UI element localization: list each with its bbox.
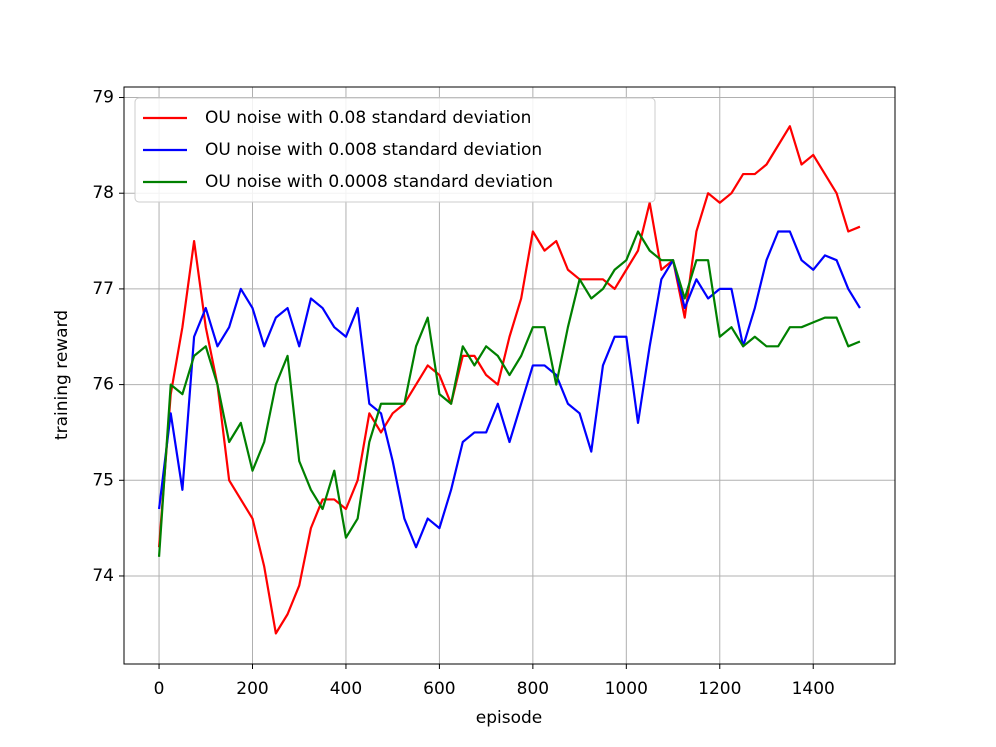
x-tick-label: 800 xyxy=(517,679,549,699)
x-tick-label: 1000 xyxy=(605,679,648,699)
data-line xyxy=(157,125,861,635)
x-tick-label: 600 xyxy=(423,679,455,699)
data-line xyxy=(157,230,861,557)
plot-frame xyxy=(123,86,896,665)
y-tick-label: 74 xyxy=(92,566,114,586)
plot-area xyxy=(157,125,861,635)
data-line xyxy=(157,230,861,549)
y-tick-label: 78 xyxy=(92,183,114,203)
legend-label: OU noise with 0.0008 standard deviation xyxy=(205,172,553,192)
x-tick-label: 1200 xyxy=(698,679,741,699)
y-tick-label: 79 xyxy=(92,88,114,108)
y-tick-label: 76 xyxy=(92,375,114,395)
legend-label: OU noise with 0.08 standard deviation xyxy=(205,108,531,128)
x-axis-label: episode xyxy=(476,708,542,728)
x-tick-label: 0 xyxy=(154,679,165,699)
x-tick-label: 1400 xyxy=(792,679,835,699)
x-tick-label: 400 xyxy=(330,679,362,699)
y-tick-label: 75 xyxy=(92,470,114,490)
x-tick-label: 200 xyxy=(236,679,268,699)
y-axis-label: training reward xyxy=(52,310,72,440)
legend-box xyxy=(134,97,656,203)
y-tick-label: 77 xyxy=(92,279,114,299)
legend-label: OU noise with 0.008 standard deviation xyxy=(205,140,542,160)
